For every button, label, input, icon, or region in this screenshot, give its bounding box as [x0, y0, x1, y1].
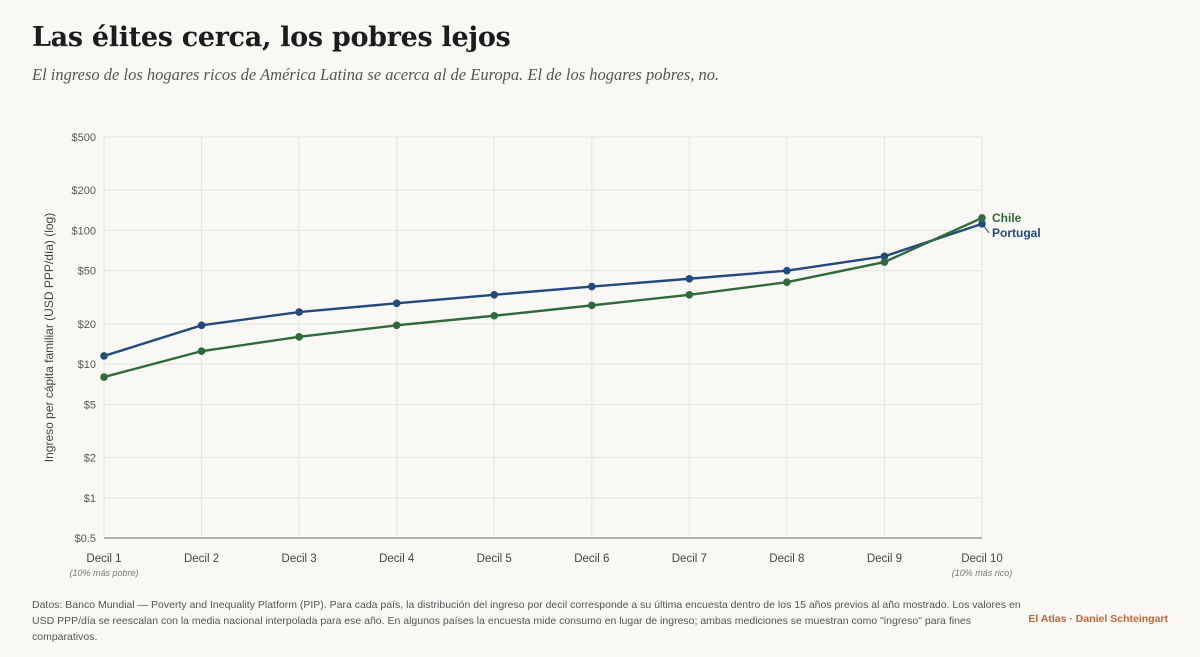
x-note-last: (10% más rico) [952, 568, 1013, 578]
x-tick-label: Decil 1 [86, 553, 121, 565]
data-point-portugal [392, 299, 401, 308]
data-point-portugal [685, 274, 694, 283]
data-point-chile [197, 347, 206, 355]
y-tick-label: $5 [84, 399, 96, 411]
x-tick-label: Decil 9 [867, 553, 902, 565]
x-tick-label: Decil 7 [672, 553, 707, 565]
data-point-portugal [783, 266, 791, 275]
x-tick-label: Decil 5 [477, 553, 512, 565]
y-tick-label: $0.5 [75, 533, 96, 545]
data-point-chile [880, 258, 889, 266]
data-point-portugal [295, 308, 303, 316]
data-point-chile [587, 301, 596, 310]
data-point-portugal [587, 282, 596, 291]
y-tick-label: $2 [84, 453, 96, 465]
data-point-portugal [880, 252, 889, 261]
chart-title: Las élites cerca, los pobres lejos [32, 22, 511, 53]
x-note-first: (10% más pobre) [69, 568, 138, 578]
chart-subtitle: El ingreso de los hogares ricos de Améri… [32, 65, 720, 84]
y-tick-label: $1 [84, 493, 96, 505]
data-point-portugal [100, 352, 108, 360]
data-point-chile [295, 333, 303, 341]
data-point-portugal [197, 321, 206, 330]
y-axis-label: Ingreso per cápita familiar (USD PPP/día… [42, 213, 56, 462]
y-tick-label: $20 [78, 319, 96, 331]
data-point-chile [100, 373, 108, 381]
x-tick-label: Decil 6 [574, 553, 609, 565]
series [100, 214, 986, 381]
x-tick-label: Decil 2 [184, 553, 219, 565]
y-tick-label: $50 [78, 266, 96, 278]
x-tick-label: Decil 10 [961, 553, 1003, 565]
y-tick-label: $10 [78, 359, 96, 371]
data-point-chile [392, 321, 401, 330]
series-label-chile: Chile [992, 211, 1022, 225]
series-line-portugal [103, 222, 983, 358]
x-tick-label: Decil 8 [769, 553, 804, 565]
data-point-chile [490, 311, 499, 320]
y-tick-label: $100 [72, 225, 96, 237]
data-point-portugal [490, 290, 499, 299]
axes: $0.5 $1 $2 $5 $10 $20 $50 $100 $200 $500 Decil 1 De… [42, 132, 1012, 578]
label-leader [981, 223, 990, 234]
y-tick-label: $200 [72, 185, 96, 197]
series-line-chile [103, 216, 983, 379]
data-point-chile [783, 278, 791, 286]
source-note: Datos: Banco Mundial — Poverty and Inequ… [32, 599, 1021, 643]
credit: El Atlas · Daniel Schteingart [1028, 613, 1168, 625]
series-label-portugal: Portugal [992, 226, 1041, 240]
data-point-chile [978, 214, 986, 222]
x-tick-label: Decil 3 [282, 553, 317, 565]
x-tick-label: Decil 4 [379, 553, 415, 565]
grid [103, 136, 983, 538]
data-point-chile [685, 290, 694, 299]
y-tick-label: $500 [72, 132, 96, 144]
